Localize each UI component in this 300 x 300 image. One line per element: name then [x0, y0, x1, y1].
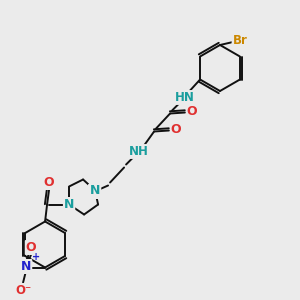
- Text: HN: HN: [175, 91, 195, 104]
- Text: +: +: [32, 253, 40, 262]
- Text: O⁻: O⁻: [15, 284, 31, 297]
- Text: N: N: [90, 184, 100, 197]
- Text: Br: Br: [232, 34, 247, 47]
- Text: O: O: [187, 105, 197, 118]
- Text: O: O: [26, 241, 36, 254]
- Text: N: N: [21, 260, 31, 273]
- Text: N: N: [64, 198, 74, 211]
- Text: NH: NH: [129, 145, 149, 158]
- Text: N: N: [89, 185, 99, 198]
- Text: O: O: [171, 123, 182, 136]
- Text: O: O: [44, 176, 54, 189]
